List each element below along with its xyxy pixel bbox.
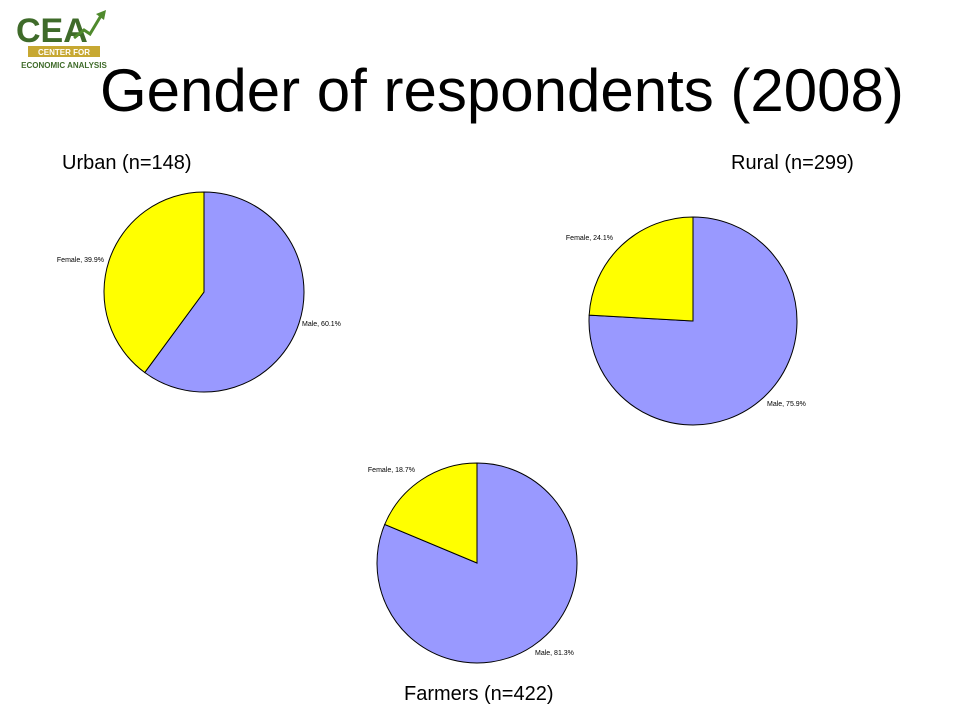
cea-logo-graphic: CEA CENTER FOR ECONOMIC ANALYSIS <box>16 10 107 70</box>
chart-title-rural: Rural (n=299) <box>731 152 854 174</box>
slice-label-male: Male, 81.3% <box>535 650 574 657</box>
slice-label-female: Female, 39.9% <box>57 257 104 264</box>
pie-slice-female <box>103 191 205 374</box>
logo-line2: ECONOMIC ANALYSIS <box>21 61 107 70</box>
page-title: Gender of respondents (2008) <box>100 57 904 124</box>
cea-logo: CEA CENTER FOR ECONOMIC ANALYSIS <box>14 8 110 72</box>
logo-text: CEA <box>16 12 88 50</box>
pie-farmers: Male, 81.3% Female, 18.7% <box>368 462 578 664</box>
logo-arrow-icon <box>73 13 104 40</box>
slice-label-female: Female, 24.1% <box>566 235 613 242</box>
slice-label-female: Female, 18.7% <box>368 467 415 474</box>
pie-rural: Male, 75.9% Female, 24.1% <box>566 216 806 426</box>
chart-title-farmers: Farmers (n=422) <box>404 683 554 705</box>
logo-line1: CENTER FOR <box>38 48 90 57</box>
pie-slice-female <box>588 216 694 322</box>
slice-label-male: Male, 75.9% <box>767 401 806 408</box>
pie-slice-male <box>588 216 798 426</box>
logo-banner <box>28 46 100 57</box>
logo-arrowhead-icon <box>96 10 106 20</box>
pie-slice-male <box>144 191 305 393</box>
slice-label-male: Male, 60.1% <box>302 321 341 328</box>
pie-urban: Male, 60.1% Female, 39.9% <box>57 191 341 393</box>
chart-title-urban: Urban (n=148) <box>62 152 192 174</box>
pie-slice-female <box>384 462 478 564</box>
